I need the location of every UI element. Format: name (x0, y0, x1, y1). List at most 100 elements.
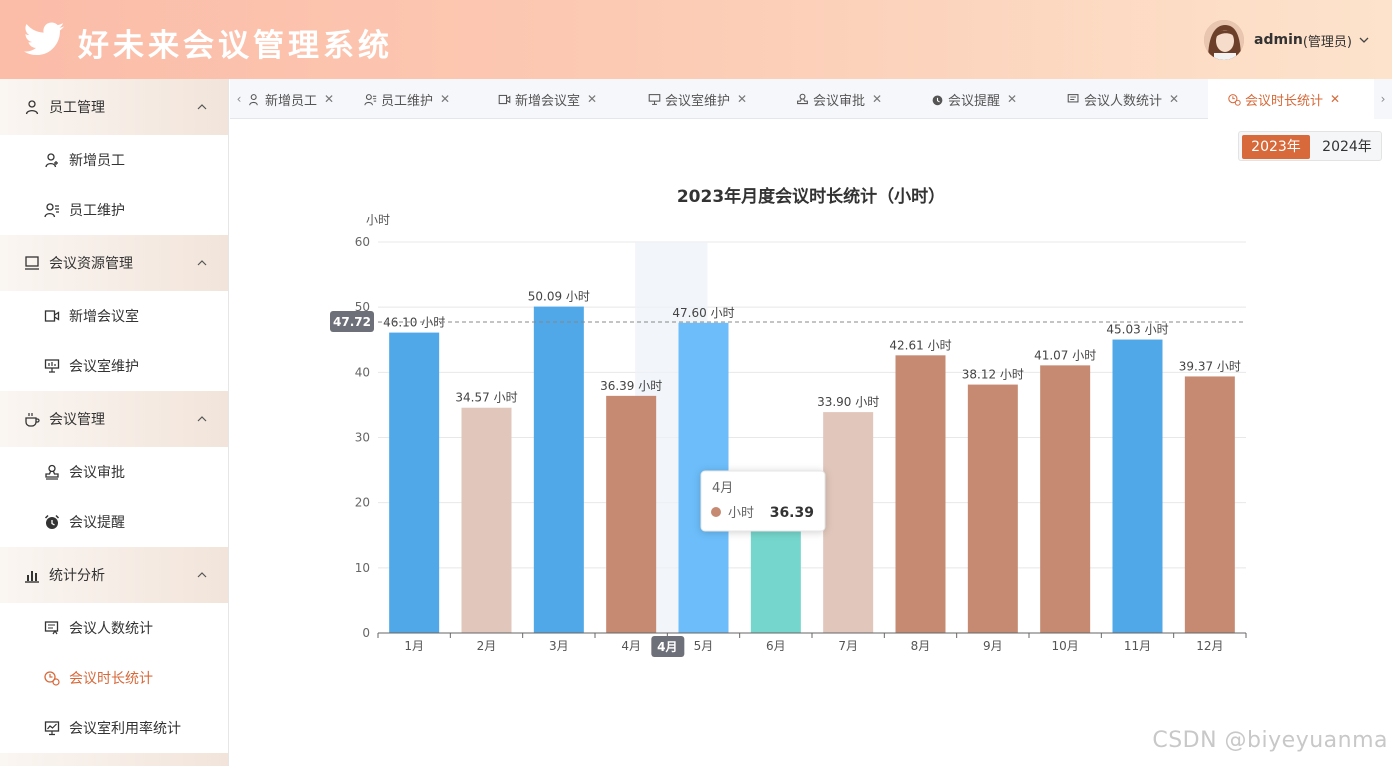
user-icon (25, 100, 39, 115)
data-label: 34.57 小时 (455, 391, 517, 405)
pointer-x-badge (651, 636, 685, 657)
bar (967, 384, 1018, 633)
data-label: 38.12 小时 (962, 368, 1024, 382)
tooltip-marker (711, 507, 721, 517)
tooltip-series: 小时 (728, 506, 754, 521)
user-add-icon (45, 153, 58, 168)
sidebar-item-meeting-reminder[interactable]: 会议提醒 (0, 497, 228, 547)
year-toggle: 2023年 2024年 (1238, 131, 1382, 161)
sidebar-item-add-employee[interactable]: 新增员工 (0, 135, 228, 185)
tab-label: 会议时长统计 (1245, 93, 1324, 109)
sidebar-item-duration-stats[interactable]: 会议时长统计 (0, 653, 228, 703)
tab-scroll-left-icon[interactable]: ‹ (236, 92, 242, 106)
watermark: CSDN @biyeyuanma (1152, 728, 1388, 753)
sidebar-item-label: 新增员工 (69, 153, 125, 169)
chart-data-labels: 46.10 小时 34.57 小时 50.09 小时 36.39 小时 47.60 小时… (383, 290, 1241, 410)
tooltip-title: 4月 (712, 481, 733, 496)
y-axis-label: 小时 (366, 213, 390, 227)
sidebar-group-employee[interactable]: 员工管理 (0, 79, 228, 135)
data-label: 47.60 小时 (672, 306, 734, 320)
tab-add-employee[interactable]: 新增员工 ✕ (248, 79, 334, 119)
tab-label: 会议室维护 (665, 93, 731, 109)
sidebar-item-add-room[interactable]: 新增会议室 (0, 291, 228, 341)
close-icon[interactable]: ✕ (737, 92, 748, 106)
pointer-y-badge (330, 311, 374, 333)
close-icon[interactable]: ✕ (587, 92, 598, 106)
user-add-icon (249, 93, 258, 105)
presentation-icon (648, 93, 661, 105)
sidebar-group-resource[interactable]: 会议资源管理 (0, 235, 228, 291)
tooltip-value: 36.39 (770, 505, 814, 521)
close-icon[interactable]: ✕ (440, 92, 451, 106)
sidebar-item-room-maintain[interactable]: 会议室维护 (0, 341, 228, 391)
clock-stats-icon (44, 671, 60, 686)
tab-duration-stats[interactable]: 会议时长统计 ✕ (1208, 79, 1374, 119)
close-icon[interactable]: ✕ (1330, 92, 1341, 106)
tab-label: 会议审批 (813, 93, 866, 109)
user-menu[interactable]: admin (管理员) (1204, 20, 1370, 60)
bar-chart-icon (25, 571, 39, 583)
sidebar-item-label: 会议人数统计 (69, 621, 153, 637)
sidebar-item-label: 员工维护 (69, 203, 125, 219)
y-tick-label: 10 (355, 561, 370, 575)
bar (895, 355, 946, 633)
tab-attendance-stats[interactable]: 会议人数统计 ✕ (1067, 79, 1179, 119)
tab-add-room[interactable]: 新增会议室 ✕ (498, 79, 597, 119)
tab-label: 会议人数统计 (1084, 93, 1163, 109)
tab-label: 新增员工 (265, 93, 318, 109)
coffee-cup-icon (25, 413, 40, 427)
close-icon[interactable]: ✕ (872, 92, 883, 106)
line-chart-board-icon (44, 721, 60, 736)
sidebar-group-statistics[interactable]: 统计分析 (0, 547, 228, 603)
app-title: 好未来会议管理系统 (78, 28, 393, 64)
monitor-icon (25, 256, 39, 270)
close-icon[interactable]: ✕ (324, 92, 335, 106)
chevron-up-icon[interactable] (196, 101, 208, 113)
chevron-up-icon[interactable] (196, 413, 208, 425)
chart-axes: 1月 2月 3月 4月 5月 6月 7月 8月 9月 10月 11月 12月 (377, 632, 1247, 653)
sidebar-item-meeting-approval[interactable]: 会议审批 (0, 447, 228, 497)
tab-employee-maintain[interactable]: 员工维护 ✕ (364, 79, 450, 119)
data-label: 50.09 小时 (528, 290, 590, 304)
chevron-up-icon[interactable] (196, 569, 208, 581)
y-tick-label: 40 (355, 365, 370, 379)
tab-scroll-right-icon[interactable]: › (1374, 79, 1392, 119)
stamp-icon (797, 93, 808, 104)
people-board-icon (1067, 93, 1079, 102)
x-tick-label: 2月 (477, 639, 497, 653)
year-2024-button[interactable]: 2024年 (1322, 139, 1372, 155)
bar (823, 412, 874, 633)
bird-logo-icon (23, 22, 65, 56)
tab-meeting-approval[interactable]: 会议审批 ✕ (796, 79, 882, 119)
close-icon[interactable]: ✕ (1169, 92, 1180, 106)
chevron-up-icon[interactable] (196, 257, 208, 269)
sidebar-item-label: 会议室利用率统计 (69, 721, 181, 737)
y-tick-label: 60 (355, 235, 370, 249)
user-list-icon (44, 203, 59, 218)
video-camera-icon (44, 310, 60, 322)
sidebar-item-attendance-stats[interactable]: 会议人数统计 (0, 603, 228, 653)
x-tick-label: 5月 (694, 639, 714, 653)
x-tick-label: 3月 (549, 639, 569, 653)
chart-bars (389, 306, 1235, 633)
user-name: admin (1254, 32, 1303, 48)
tab-label: 新增会议室 (515, 93, 581, 109)
sidebar-item-room-usage-stats[interactable]: 会议室利用率统计 (0, 703, 228, 753)
close-icon[interactable]: ✕ (1007, 92, 1018, 106)
sidebar-group-label: 员工管理 (49, 100, 105, 116)
x-tick-label: 7月 (838, 639, 858, 653)
sidebar-group-meeting[interactable]: 会议管理 (0, 391, 228, 447)
data-label: 36.39 小时 (600, 379, 662, 393)
sidebar-item-employee-maintain[interactable]: 员工维护 (0, 185, 228, 235)
tab-meeting-reminder[interactable]: 会议提醒 ✕ (931, 79, 1017, 119)
stamp-icon (45, 464, 59, 480)
year-2023-button[interactable]: 2023年 (1242, 135, 1310, 159)
data-label: 46.10 小时 (383, 316, 445, 330)
chevron-down-icon[interactable] (1358, 34, 1370, 46)
x-tick-label: 11月 (1124, 639, 1151, 653)
user-list-icon (364, 93, 377, 105)
tab-room-maintain[interactable]: 会议室维护 ✕ (648, 79, 747, 119)
tab-label: 会议提醒 (948, 93, 1001, 109)
avatar[interactable] (1204, 20, 1245, 60)
